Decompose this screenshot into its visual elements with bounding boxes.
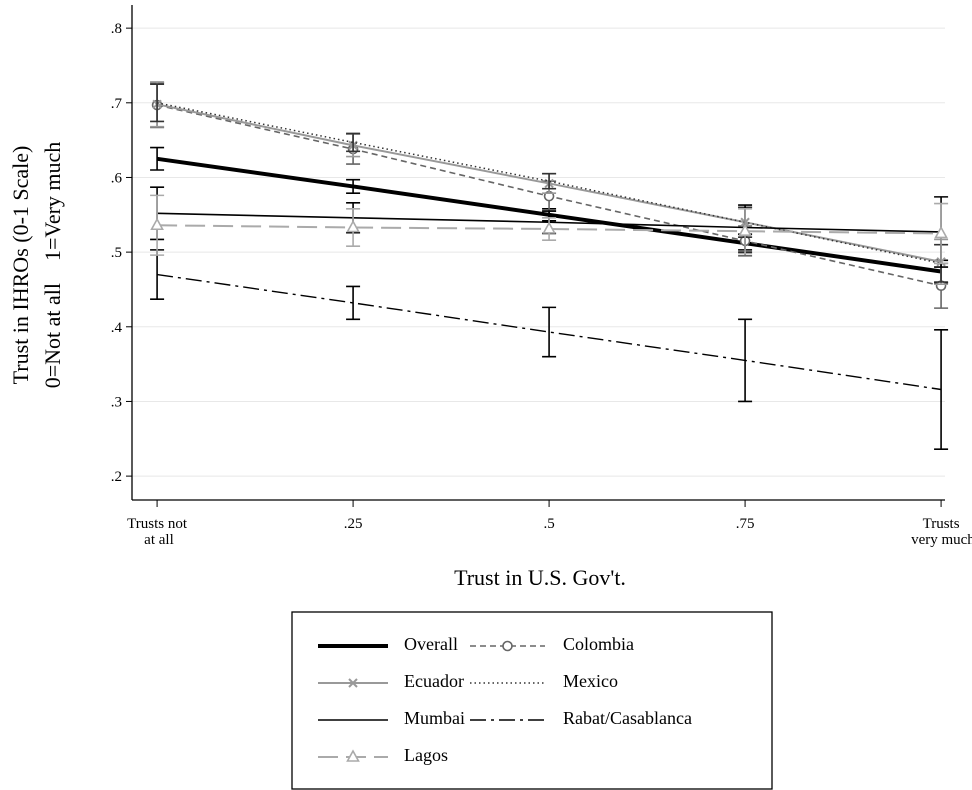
error-bar: [542, 172, 557, 190]
legend-label: Ecuador: [404, 671, 464, 691]
x-tick-label: .5: [543, 516, 554, 532]
y-tick-label: .8: [111, 21, 122, 37]
legend-item: Ecuador: [318, 671, 464, 691]
legend-label: Lagos: [404, 745, 448, 765]
series-line: [156, 273, 942, 391]
legend-label: Mumbai: [404, 708, 465, 728]
y-axis-title: Trust in IHROs (0-1 Scale): [8, 146, 33, 385]
marker: [346, 219, 360, 233]
marker: [934, 225, 948, 239]
y-axis-subtitle: 0=Not at all 1=Very much: [40, 142, 65, 389]
y-tick-label: .4: [111, 320, 123, 336]
legend-item: Mexico: [470, 671, 618, 691]
x-axis-title: Trust in U.S. Gov't.: [454, 565, 626, 590]
x-tick-label: .25: [344, 516, 363, 532]
error-bar: [542, 306, 557, 358]
y-tick-label: .3: [111, 394, 122, 410]
legend-item: Colombia: [470, 634, 634, 654]
y-tick-label: .2: [111, 469, 122, 485]
legend-label: Colombia: [563, 634, 634, 654]
y-tick-label: .7: [111, 96, 123, 112]
marker: [346, 749, 360, 762]
legend-label: Rabat/Casablanca: [563, 708, 692, 728]
marker: [738, 223, 752, 237]
x-tick-label: Trusts very much: [907, 516, 972, 548]
series-line: [156, 102, 942, 265]
y-tick-label: .6: [111, 170, 123, 186]
legend-item: Mumbai: [318, 708, 465, 728]
error-bar: [346, 285, 361, 321]
legend-label: Overall: [404, 634, 458, 654]
marker: [150, 217, 164, 231]
legend-item: Lagos: [318, 745, 448, 765]
legend-box: [291, 611, 773, 790]
legend-label: Mexico: [563, 671, 618, 691]
legend-item: Rabat/Casablanca: [470, 708, 692, 728]
y-tick-label: .5: [111, 245, 122, 261]
legend-item: Overall: [318, 634, 458, 654]
error-bar: [346, 132, 361, 153]
marker: [502, 640, 513, 652]
error-bar: [934, 328, 949, 451]
marker: [542, 221, 556, 234]
x-tick-label: Trusts not at all: [127, 516, 188, 548]
marker: [348, 678, 358, 688]
x-tick-label: .75: [736, 516, 755, 532]
